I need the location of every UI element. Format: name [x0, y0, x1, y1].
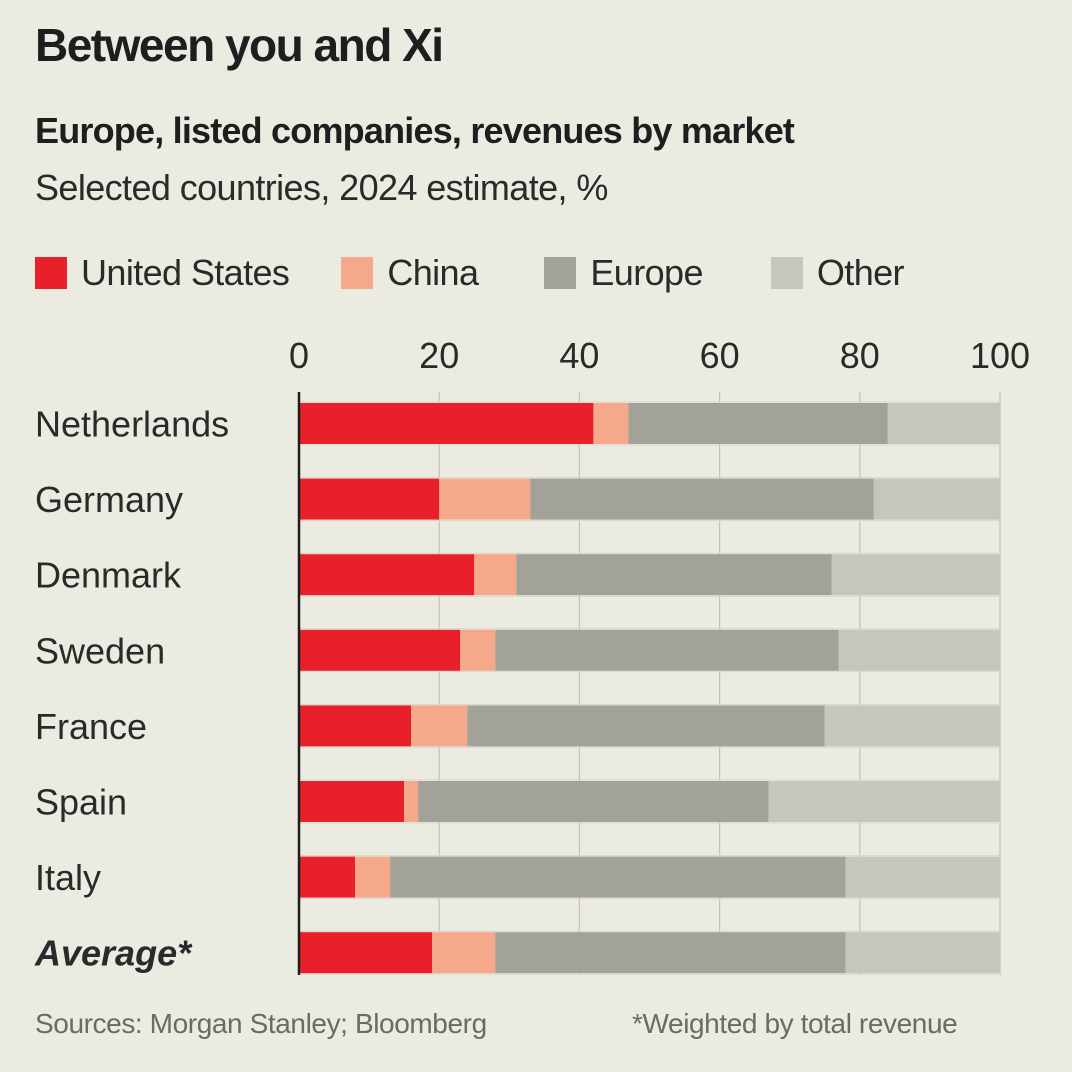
legend-label-other: Other: [816, 252, 905, 293]
bar-france-china: [411, 705, 468, 747]
legend-item-other: Other: [770, 252, 905, 294]
bar-netherlands-china: [593, 403, 629, 444]
bar-italy-united-states: [299, 856, 356, 898]
category-label-italy: Italy: [35, 857, 101, 898]
category-label-denmark: Denmark: [35, 555, 182, 596]
bar-sweden-other: [838, 629, 1000, 671]
bar-france-other: [824, 705, 1000, 747]
bar-chart: 0 20 40 60 80 100 Netherlands Germany Denmark Swe…: [34, 335, 1030, 975]
category-label-average: Average*: [34, 933, 193, 974]
x-tick-label-0: 0: [289, 335, 309, 376]
x-tick-label-80: 80: [840, 335, 880, 376]
legend-label-europe: Europe: [590, 252, 703, 293]
bar-netherlands-other: [887, 403, 1000, 444]
bar-germany-united-states: [299, 478, 440, 520]
legend-item-europe: Europe: [544, 252, 703, 294]
bar-spain-united-states: [299, 781, 405, 822]
bar-sweden-united-states: [299, 629, 461, 671]
bar-average-united-states: [299, 932, 433, 974]
legend-item-united-states: United States: [35, 252, 290, 294]
chart-title: Between you and Xi: [35, 19, 444, 71]
legend-swatch-other: [770, 257, 803, 289]
category-label-spain: Spain: [35, 782, 127, 823]
legend: United States China Europe Other: [35, 252, 905, 294]
bar-netherlands-europe: [628, 403, 888, 444]
bar-denmark-united-states: [299, 554, 475, 596]
bar-germany-china: [439, 478, 531, 520]
legend-label-china: China: [387, 252, 479, 293]
chart-unit-note: Selected countries, 2024 estimate, %: [35, 167, 608, 208]
bar-sweden-china: [460, 629, 496, 671]
bar-spain-other: [768, 781, 1000, 822]
bar-spain-china: [404, 781, 419, 822]
category-label-germany: Germany: [35, 479, 183, 520]
chart-subtitle: Europe, listed companies, revenues by ma…: [35, 110, 795, 151]
bar-denmark-china: [474, 554, 517, 596]
bar-denmark-europe: [516, 554, 832, 596]
bar-france-europe: [467, 705, 825, 747]
bar-average-other: [845, 932, 1000, 974]
bar-germany-europe: [530, 478, 874, 520]
bar-sweden-europe: [495, 629, 839, 671]
legend-swatch-china: [341, 257, 374, 289]
bar-denmark-other: [831, 554, 1000, 596]
x-tick-label-40: 40: [559, 335, 599, 376]
bar-average-europe: [495, 932, 846, 974]
bar-average-china: [432, 932, 496, 974]
bar-italy-china: [355, 856, 391, 898]
bar-germany-other: [873, 478, 1000, 520]
x-tick-label-100: 100: [970, 335, 1030, 376]
source-note: Sources: Morgan Stanley; Bloomberg: [35, 1008, 487, 1039]
x-tick-label-60: 60: [700, 335, 740, 376]
bar-italy-other: [845, 856, 1000, 898]
bar-italy-europe: [390, 856, 846, 898]
bar-spain-europe: [418, 781, 769, 822]
category-label-netherlands: Netherlands: [35, 404, 229, 445]
category-label-france: France: [35, 706, 147, 747]
legend-item-china: China: [341, 252, 479, 294]
bar-france-united-states: [299, 705, 412, 747]
footnote: *Weighted by total revenue: [632, 1008, 958, 1039]
legend-swatch-europe: [544, 257, 577, 289]
category-label-sweden: Sweden: [35, 630, 165, 671]
legend-label-united-states: United States: [81, 252, 290, 293]
legend-swatch-united-states: [35, 257, 67, 289]
bar-netherlands-united-states: [299, 403, 594, 444]
x-tick-label-20: 20: [419, 335, 459, 376]
